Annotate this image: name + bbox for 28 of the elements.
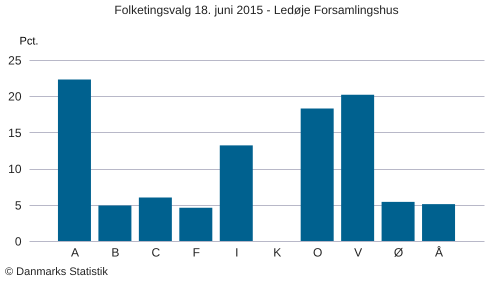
y-tick-label: 10 <box>8 162 22 176</box>
x-tick-label: F <box>192 246 200 260</box>
bar <box>179 208 212 241</box>
bar <box>220 145 253 241</box>
y-tick-label: 20 <box>8 90 22 104</box>
y-tick-label: 25 <box>8 54 22 68</box>
bar <box>138 198 172 241</box>
x-tick-label: B <box>111 246 120 260</box>
chart-title: Folketingsvalg 18. juni 2015 - Ledøje Forsamlingshus <box>114 3 399 17</box>
y-tick-label: 15 <box>8 126 22 140</box>
x-tick-label: Ø <box>394 246 404 260</box>
x-tick-label: K <box>273 246 282 260</box>
x-tick-label: I <box>235 246 238 260</box>
x-tick-label: Å <box>435 246 444 260</box>
x-tick-label: C <box>152 246 161 260</box>
bar <box>341 94 374 241</box>
bar <box>98 206 132 241</box>
y-tick-label: 5 <box>14 198 22 212</box>
y-tick-label: 0 <box>14 234 22 248</box>
x-tick-label: A <box>70 246 79 260</box>
bar <box>422 204 456 241</box>
bar <box>300 108 334 241</box>
bar <box>382 202 415 241</box>
x-tick-label: V <box>354 246 362 260</box>
text: © Danmarks Statistik <box>5 266 108 278</box>
bar <box>58 80 91 241</box>
y-axis-title: Pct. <box>20 36 38 48</box>
x-tick-label: O <box>313 246 322 260</box>
